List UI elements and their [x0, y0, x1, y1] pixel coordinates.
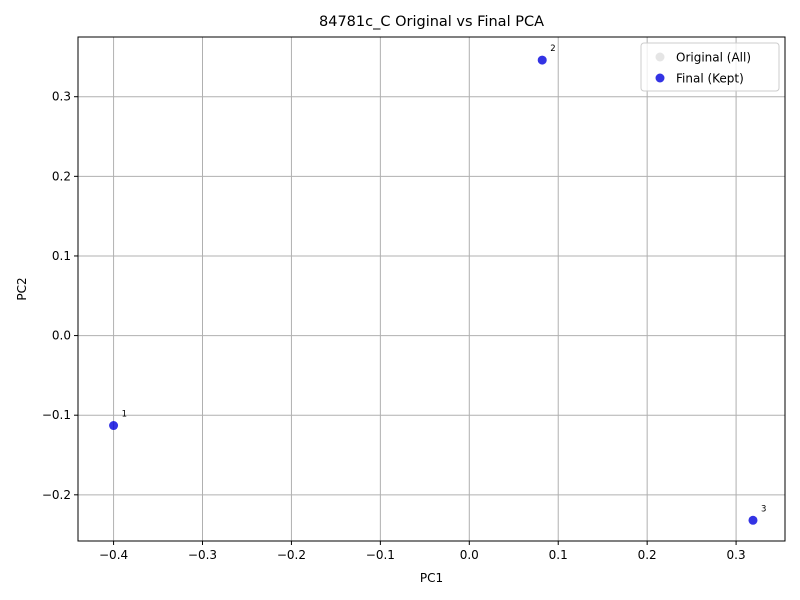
data-point — [537, 55, 547, 65]
point-label: 1 — [122, 410, 127, 420]
legend-marker — [655, 73, 665, 83]
x-tick-label: 0.2 — [638, 548, 657, 562]
chart-title: 84781c_C Original vs Final PCA — [319, 14, 544, 30]
y-tick-label: 0.3 — [52, 90, 71, 104]
legend-label: Original (All) — [676, 51, 751, 65]
y-tick-label: 0.0 — [52, 329, 71, 343]
grid-lines — [78, 37, 785, 541]
x-tick-label: 0.0 — [460, 548, 479, 562]
y-tick-label: −0.1 — [42, 408, 71, 422]
y-tick-label: −0.2 — [42, 488, 71, 502]
x-tick-label: −0.1 — [366, 548, 395, 562]
x-tick-label: 0.3 — [727, 548, 746, 562]
y-tick-label: 0.2 — [52, 169, 71, 183]
x-axis-label: PC1 — [420, 571, 443, 585]
legend: Original (All) Final (Kept) — [640, 42, 780, 92]
x-tick-label: −0.3 — [188, 548, 217, 562]
y-axis-label: PC2 — [15, 277, 29, 300]
x-tick-label: 0.1 — [549, 548, 568, 562]
legend-marker — [655, 52, 665, 62]
plot-area-frame — [77, 36, 786, 542]
data-point — [109, 421, 119, 431]
data-points: 1 2 3 — [109, 44, 766, 525]
y-tick-label: 0.1 — [52, 249, 71, 263]
point-label: 3 — [761, 504, 766, 514]
x-tick-label: −0.4 — [99, 548, 128, 562]
point-label: 2 — [550, 44, 555, 54]
data-point — [748, 515, 758, 525]
legend-box — [640, 42, 780, 92]
legend-label: Final (Kept) — [676, 72, 744, 86]
x-tick-label: −0.2 — [277, 548, 306, 562]
axis-ticks: −0.4 −0.3 −0.2 −0.1 0.0 0.1 0.2 0.3 −0.2 −0.1 0.0 0… — [42, 90, 746, 562]
